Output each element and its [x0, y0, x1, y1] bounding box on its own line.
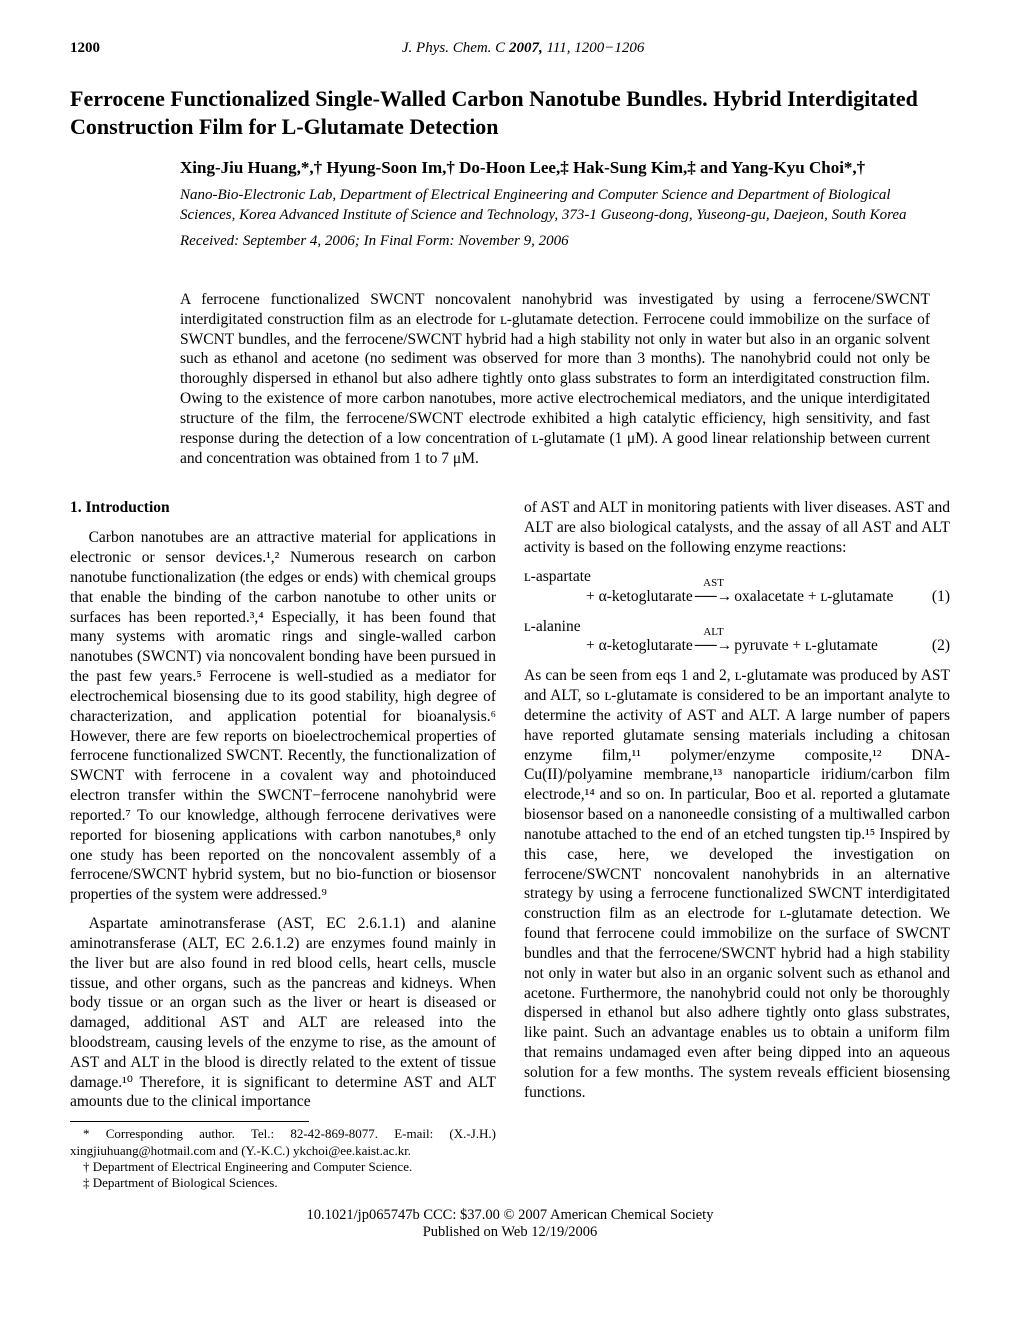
- page-number: 1200: [70, 40, 100, 57]
- title-line-2a: Construction Film for: [70, 114, 282, 139]
- eq2-mid: + α-ketoglutarate: [524, 636, 693, 656]
- title-smallcaps-l: L: [282, 114, 297, 139]
- eq2-arrow-label: ALT: [703, 625, 723, 639]
- eq2-arrow: ALT──→: [693, 636, 734, 656]
- eq2-line: + α-ketoglutarate ALT──→ pyruvate + ʟ-gl…: [524, 636, 950, 656]
- footer-doi-line: 10.1021/jp065747b CCC: $37.00 © 2007 Ame…: [70, 1207, 950, 1224]
- intro-paragraph-1: Carbon nanotubes are an attractive mater…: [70, 528, 496, 905]
- section-heading: 1. Introduction: [70, 498, 496, 518]
- footnote-divider: [70, 1121, 309, 1122]
- received-dates: Received: September 4, 2006; In Final Fo…: [180, 233, 950, 250]
- left-column: 1. Introduction Carbon nanotubes are an …: [70, 498, 496, 1191]
- eq1-mid: + α-ketoglutarate: [524, 587, 693, 607]
- footnote-corresponding: * Corresponding author. Tel.: 82-42-869-…: [70, 1126, 496, 1159]
- right-paragraph-2: As can be seen from eqs 1 and 2, ʟ-gluta…: [524, 666, 950, 1102]
- equation-2: ʟ-alanine + α-ketoglutarate ALT──→ pyruv…: [524, 617, 950, 657]
- journal-pages: 1200−1206: [574, 40, 644, 56]
- eq1-number: (1): [932, 587, 950, 607]
- title-line-1: Ferrocene Functionalized Single-Walled C…: [70, 86, 918, 111]
- eq2-lhs: ʟ-alanine: [524, 617, 950, 637]
- footnotes-block: * Corresponding author. Tel.: 82-42-869-…: [70, 1126, 496, 1191]
- article-title: Ferrocene Functionalized Single-Walled C…: [70, 85, 950, 140]
- footnote-ddagger: ‡ Department of Biological Sciences.: [70, 1175, 496, 1191]
- abstract-text: A ferrocene functionalized SWCNT noncova…: [180, 290, 930, 468]
- footer-pub-line: Published on Web 12/19/2006: [70, 1224, 950, 1241]
- body-columns: 1. Introduction Carbon nanotubes are an …: [70, 498, 950, 1191]
- page-container: 1200 J. Phys. Chem. C 2007, 111, 1200−12…: [0, 0, 1020, 1271]
- eq1-arrow: AST──→: [693, 587, 734, 607]
- eq1-lhs: ʟ-aspartate: [524, 567, 950, 587]
- running-header: 1200 J. Phys. Chem. C 2007, 111, 1200−12…: [70, 40, 950, 57]
- right-column: of AST and ALT in monitoring patients wi…: [524, 498, 950, 1191]
- title-line-2c: -Glutamate Detection: [296, 114, 498, 139]
- journal-name: J. Phys. Chem. C: [402, 40, 505, 56]
- journal-volume: 111,: [546, 40, 570, 56]
- eq1-line: + α-ketoglutarate AST──→ oxalacetate + ʟ…: [524, 587, 950, 607]
- footnote-dagger: † Department of Electrical Engineering a…: [70, 1159, 496, 1175]
- eq1-arrow-label: AST: [703, 576, 724, 590]
- right-paragraph-1: of AST and ALT in monitoring patients wi…: [524, 498, 950, 557]
- affiliation: Nano-Bio-Electronic Lab, Department of E…: [180, 186, 930, 225]
- eq2-number: (2): [932, 636, 950, 656]
- journal-citation: J. Phys. Chem. C 2007, 111, 1200−1206: [402, 40, 644, 57]
- eq2-rhs: pyruvate + ʟ-glutamate: [734, 636, 878, 656]
- page-footer: 10.1021/jp065747b CCC: $37.00 © 2007 Ame…: [70, 1207, 950, 1241]
- intro-paragraph-2: Aspartate aminotransferase (AST, EC 2.6.…: [70, 914, 496, 1112]
- author-list: Xing-Jiu Huang,*,† Hyung-Soon Im,† Do-Ho…: [180, 158, 950, 178]
- equation-1: ʟ-aspartate + α-ketoglutarate AST──→ oxa…: [524, 567, 950, 607]
- journal-year: 2007,: [509, 40, 543, 56]
- eq1-rhs: oxalacetate + ʟ-glutamate: [734, 587, 893, 607]
- header-right-spacer: [946, 40, 950, 57]
